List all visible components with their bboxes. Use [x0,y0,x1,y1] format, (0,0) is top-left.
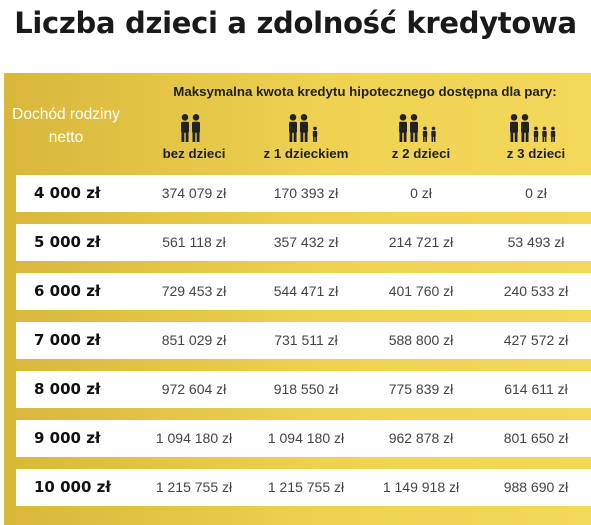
value-cell: 561 118 zł [162,234,226,250]
value-cell: 1 149 918 zł [382,479,460,495]
income-cell: 7 000 zł [34,331,101,349]
person-child-icon [541,126,547,142]
person-adult-icon [509,114,518,142]
value-cell: 851 029 zł [161,332,227,348]
family-icon [509,114,555,142]
family-icon [288,114,317,142]
value-cell: 588 800 zł [388,332,454,348]
person-child-icon [312,126,317,142]
column-header-label: z 3 dzieci [506,146,566,161]
value-cell: 374 079 zł [161,185,227,201]
table-row: 4 000 zł 374 079 zł 170 393 zł 0 zł 0 zł [16,175,591,212]
value-cell: 357 432 zł [273,234,339,250]
person-adult-icon [288,114,297,142]
person-adult-icon [181,114,189,142]
value-cell: 427 572 zł [503,332,569,348]
value-cell: 731 511 zł [274,332,338,348]
column-header-label: z 2 dzieci [391,146,451,161]
value-cell: 918 550 zł [273,381,339,397]
table-row: 7 000 zł 851 029 zł 731 511 zł 588 800 zł 42… [16,322,591,359]
column-header-label: bez dzieci [162,146,226,161]
value-cell: 775 839 zł [388,381,454,397]
table-row: 9 000 zł 1 094 180 zł 1 094 180 zł 962 878 … [16,420,591,457]
person-adult-icon [192,114,200,142]
value-cell: 401 760 zł [388,283,454,299]
table-row: 6 000 zł 729 453 zł 544 471 zł 401 760 zł 24… [16,273,591,310]
family-icon [399,114,436,142]
value-cell: 53 493 zł [507,234,565,250]
person-child-icon [550,126,555,142]
value-cell: 170 393 zł [273,185,339,201]
value-cell: 1 215 755 zł [155,479,233,495]
value-cell: 240 533 zł [503,283,569,299]
value-cell: 0 zł [410,185,432,201]
person-adult-icon [520,114,529,142]
person-child-icon [422,126,428,142]
value-cell: 1 094 180 zł [267,430,345,446]
income-cell: 9 000 zł [34,429,101,447]
income-cell: 10 000 zł [34,478,111,496]
income-column-header: Dochód rodziny netto [12,106,120,146]
value-cell: 214 721 zł [388,234,454,250]
column-header-label: z 1 dzieckiem [263,146,349,161]
column-header: z 1 dzieckiem [248,108,364,161]
chart-title: Liczba dzieci a zdolność kredytowa [14,6,577,40]
value-cell: 972 604 zł [161,381,227,397]
value-cell: 801 650 zł [503,430,569,446]
income-cell: 4 000 zł [34,184,101,202]
table-row: 5 000 zł 561 118 zł 357 432 zł 214 721 zł 53… [16,224,591,261]
value-cell: 614 611 zł [504,381,568,397]
value-cell: 1 094 180 zł [155,430,233,446]
person-adult-icon [299,114,308,142]
income-cell: 5 000 zł [34,233,101,251]
person-adult-icon [410,114,418,142]
value-cell: 729 453 zł [161,283,227,299]
person-child-icon [431,126,436,142]
column-header: z 2 dzieci [363,108,479,161]
value-cell: 0 zł [525,185,547,201]
value-cell: 962 878 zł [388,430,454,446]
person-adult-icon [399,114,407,142]
column-header: z 3 dzieci [478,108,591,161]
group-header: Maksymalna kwota kredytu hipotecznego do… [173,84,557,99]
value-cell: 1 215 755 zł [267,479,345,495]
column-header: bez dzieci [136,108,252,161]
table-row: 8 000 zł 972 604 zł 918 550 zł 775 839 zł 61… [16,371,591,408]
value-cell: 988 690 zł [503,479,569,495]
value-cell: 544 471 zł [273,283,339,299]
table-row: 10 000 zł 1 215 755 zł 1 215 755 zł 1 149 9… [16,469,591,506]
income-cell: 8 000 zł [34,380,101,398]
person-child-icon [533,126,538,142]
family-icon [181,114,200,142]
income-cell: 6 000 zł [34,282,101,300]
